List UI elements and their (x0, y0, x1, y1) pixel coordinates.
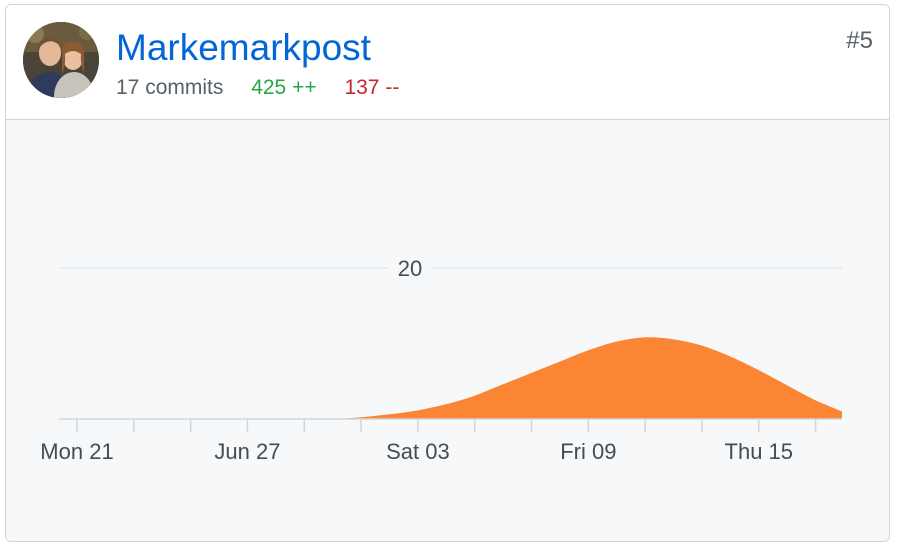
x-tick-label: Mon 21 (40, 439, 113, 464)
contributor-stats: 17 commits 425 ++ 137 -- (116, 74, 399, 102)
avatar[interactable] (23, 22, 99, 98)
contributor-name-link[interactable]: Markemarkpost (116, 27, 371, 68)
contributor-card: Markemarkpost 17 commits 425 ++ 137 -- #… (5, 4, 890, 542)
x-tick-label: Jun 27 (214, 439, 280, 464)
x-tick-label: Fri 09 (560, 439, 616, 464)
additions-count: 425 ++ (251, 76, 317, 99)
contribution-chart-svg: Mon 21 Jun 27 Sat 03 Fri 09 Thu 15 20 (40, 254, 842, 464)
commits-area (75, 337, 842, 419)
contributor-header: Markemarkpost 17 commits 425 ++ 137 -- #… (6, 5, 889, 120)
contributor-rank: #5 (846, 27, 873, 54)
x-tick-label: Sat 03 (386, 439, 450, 464)
user-avatar-photo-icon (23, 22, 99, 98)
contribution-chart: Mon 21 Jun 27 Sat 03 Fri 09 Thu 15 20 (6, 120, 889, 541)
deletions-count: 137 -- (344, 76, 400, 99)
commit-count-link[interactable]: 17 commits (116, 76, 224, 99)
y-tick-label-bg (388, 254, 432, 282)
y-tick-label: 20 (398, 256, 422, 281)
x-tick-label: Thu 15 (725, 439, 794, 464)
